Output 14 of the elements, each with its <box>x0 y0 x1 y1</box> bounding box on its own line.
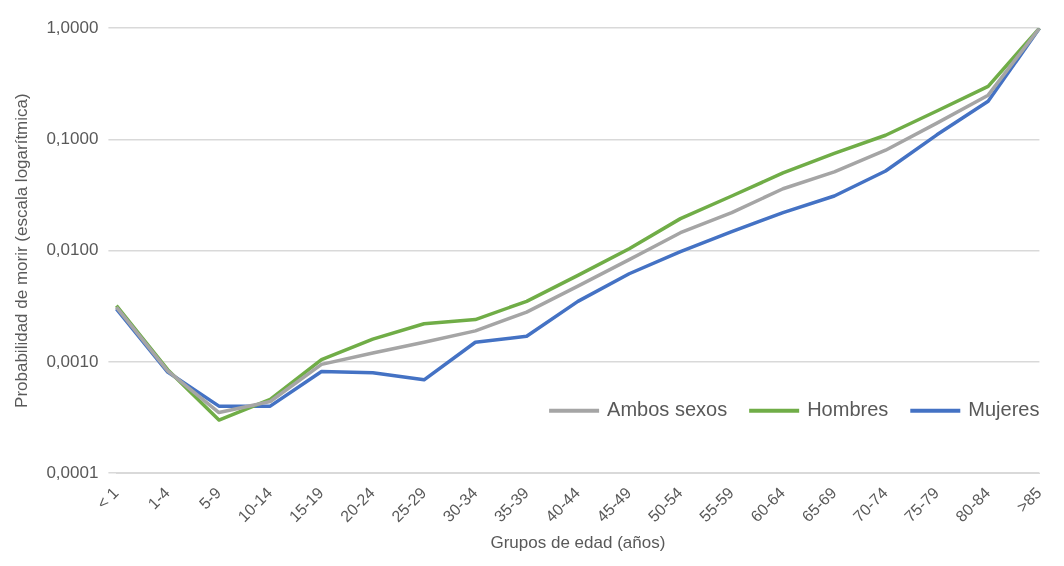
x-tick-label: 1-4 <box>144 484 173 513</box>
x-tick-label: >85 <box>1013 484 1045 516</box>
y-axis-title: Probabilidad de morir (escala logarítmica) <box>11 93 31 408</box>
y-tick-label: 0,0010 <box>46 351 99 371</box>
x-axis-title: Grupos de edad (años) <box>490 533 666 553</box>
x-tick-label: 5-9 <box>195 484 225 513</box>
x-tick-label: < 1 <box>93 484 122 513</box>
legend-label: Ambos sexos <box>607 398 728 421</box>
y-tick-label: 1,0000 <box>46 17 99 37</box>
y-tick-label: 0,0001 <box>46 462 99 482</box>
y-tick-label: 0,1000 <box>46 129 99 149</box>
legend-label: Mujeres <box>968 398 1040 421</box>
y-tick-label: 0,0100 <box>46 240 99 260</box>
legend-label: Hombres <box>807 398 889 421</box>
